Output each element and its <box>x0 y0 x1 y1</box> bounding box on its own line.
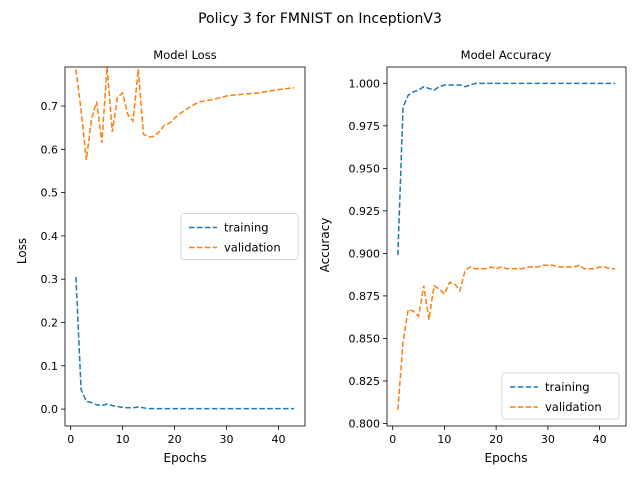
accuracy-y-tick-label: 0.900 <box>349 247 381 260</box>
loss-legend-label-validation: validation <box>224 241 281 255</box>
loss-y-axis-label: Loss <box>15 238 29 264</box>
loss-x-tick-label: 40 <box>272 433 286 446</box>
loss-x-tick-label: 30 <box>220 433 234 446</box>
accuracy-y-tick-label: 0.925 <box>349 205 381 218</box>
loss-series-validation <box>75 66 295 161</box>
accuracy-y-tick-label: 0.825 <box>349 375 381 388</box>
accuracy-y-tick-label: 0.875 <box>349 290 381 303</box>
loss-legend: training validation <box>180 213 299 260</box>
accuracy-plot-frame <box>386 66 627 427</box>
loss-x-tick-label: 20 <box>168 433 182 446</box>
loss-y-tick-label: 0.0 <box>41 403 59 416</box>
loss-x-tick-label: 0 <box>67 433 74 446</box>
accuracy-chart-title: Model Accuracy <box>461 48 552 62</box>
loss-y-tick-label: 0.5 <box>41 187 59 200</box>
loss-x-axis-label: Epochs <box>164 451 207 465</box>
accuracy-legend-label-validation: validation <box>545 400 602 414</box>
accuracy-y-tick-label: 0.950 <box>349 162 381 175</box>
accuracy-series-training <box>397 82 616 256</box>
loss-x-tick-label: 10 <box>116 433 130 446</box>
accuracy-x-axis-label: Epochs <box>485 451 528 465</box>
figure-title: Policy 3 for FMNIST on InceptionV3 <box>198 11 442 27</box>
accuracy-y-tick-label: 0.850 <box>349 332 381 345</box>
accuracy-y-tick-label: 1.000 <box>349 77 381 90</box>
accuracy-y-tick-label: 0.975 <box>349 120 381 133</box>
accuracy-x-tick-label: 40 <box>593 433 607 446</box>
accuracy-legend-label-training: training <box>545 380 590 394</box>
accuracy-x-tick-label: 10 <box>437 433 451 446</box>
loss-series-training <box>75 276 295 410</box>
loss-y-tick-label: 0.2 <box>41 317 59 330</box>
accuracy-y-axis-label: Accuracy <box>318 218 332 273</box>
accuracy-series-validation <box>397 264 616 410</box>
accuracy-x-tick-label: 30 <box>541 433 555 446</box>
loss-y-tick-label: 0.4 <box>41 230 59 243</box>
accuracy-x-tick-label: 0 <box>389 433 396 446</box>
accuracy-chart: Model Accuracy Epochs Accuracy 0 10 20 30 40… <box>318 48 627 465</box>
loss-chart: Model Loss Epochs Loss 0 10 20 30 40 0.0 0.1 0.… <box>15 48 306 465</box>
accuracy-x-tick-label: 20 <box>489 433 503 446</box>
accuracy-y-tick-label: 0.800 <box>349 417 381 430</box>
loss-y-tick-label: 0.6 <box>41 143 59 156</box>
loss-chart-title: Model Loss <box>153 48 216 62</box>
loss-legend-label-training: training <box>224 221 269 235</box>
accuracy-legend: training validation <box>501 372 620 420</box>
loss-y-tick-label: 0.1 <box>41 360 59 373</box>
loss-plot-frame <box>64 66 306 427</box>
loss-y-tick-label: 0.7 <box>41 100 59 113</box>
loss-y-tick-label: 0.3 <box>41 273 59 286</box>
